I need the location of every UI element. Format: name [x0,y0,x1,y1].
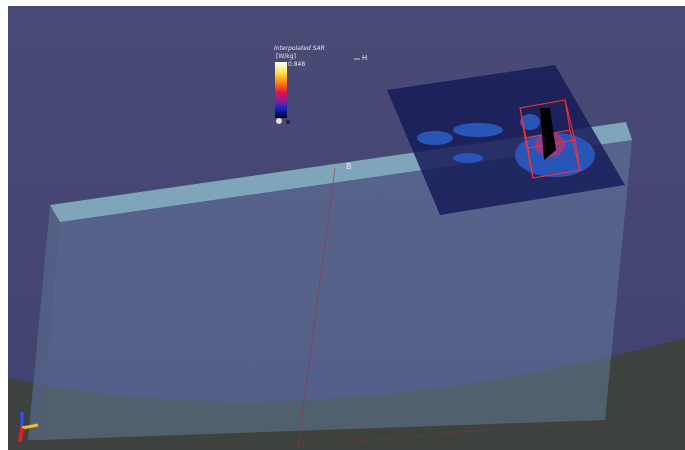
sar-blobs [417,114,595,177]
legend-title: Interpolated SAR [274,45,325,52]
antenna [540,108,556,160]
colorbar [275,62,287,118]
axes-gizmo [18,412,39,443]
axis-line [299,419,601,447]
label-b: B [346,162,352,171]
wire-box [519,99,581,179]
legend-max: 0.848 [288,61,305,68]
label-h: H [362,54,367,62]
axis-line [297,167,336,448]
legend-icon [286,120,290,124]
legend-icon [276,118,282,124]
slab-side [28,205,60,440]
legend-unit: [W/kg] [276,53,296,60]
ground-sphere [8,338,685,450]
slab-front [40,140,632,440]
